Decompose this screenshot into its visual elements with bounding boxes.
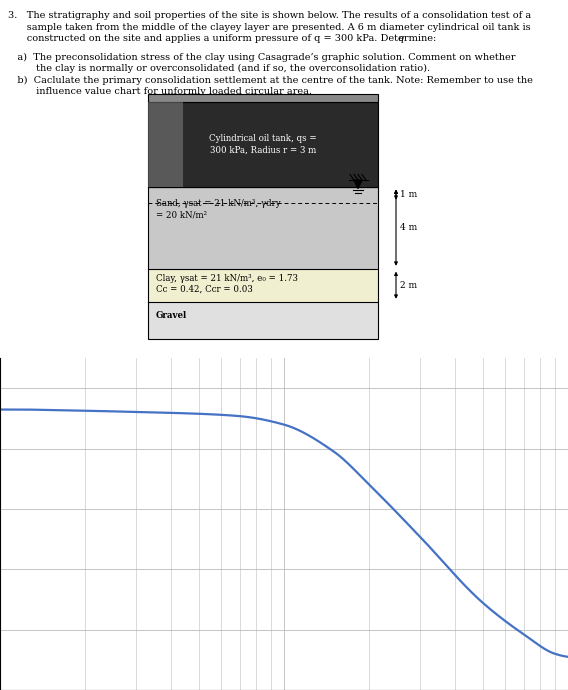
Bar: [148, 95, 378, 102]
Bar: [148, 187, 378, 268]
Text: influence value chart for unformly loaded circular area.: influence value chart for unformly loade…: [8, 87, 312, 96]
Text: 4 m: 4 m: [400, 223, 417, 233]
Text: q: q: [397, 34, 403, 43]
Text: = 20 kN/m²: = 20 kN/m²: [156, 210, 207, 219]
Text: b)  Caclulate the primary consolidation settlement at the centre of the tank. No: b) Caclulate the primary consolidation s…: [8, 75, 533, 85]
Text: 1 m: 1 m: [400, 190, 417, 199]
Bar: [148, 102, 182, 187]
Polygon shape: [354, 180, 362, 188]
Text: the clay is normally or overconsolidated (and if so, the overconsolidation ratio: the clay is normally or overconsolidated…: [8, 64, 430, 73]
Bar: [148, 302, 378, 339]
Bar: [148, 187, 378, 339]
Text: 300 kPa, Radius r = 3 m: 300 kPa, Radius r = 3 m: [210, 146, 316, 155]
Text: sample taken from the middle of the clayey layer are presented. A 6 m diameter c: sample taken from the middle of the clay…: [8, 23, 531, 32]
Text: a)  The preconsolidation stress of the clay using Casagrade’s graphic solution. : a) The preconsolidation stress of the cl…: [8, 53, 516, 62]
Bar: [148, 268, 378, 302]
Text: Cylindrical oil tank, qs =: Cylindrical oil tank, qs =: [209, 134, 317, 143]
Text: Gravel: Gravel: [156, 311, 187, 320]
Text: Cc = 0.42, Ccr = 0.03: Cc = 0.42, Ccr = 0.03: [156, 285, 253, 294]
Text: 2 m: 2 m: [400, 281, 417, 290]
Text: Sand, γsat = 21 kN/m³, γdry: Sand, γsat = 21 kN/m³, γdry: [156, 199, 281, 208]
Bar: [148, 102, 378, 187]
Text: constructed on the site and applies a uniform pressure of q = 300 kPa. Determine: constructed on the site and applies a un…: [8, 34, 436, 43]
Text: Clay, γsat = 21 kN/m³, e₀ = 1.73: Clay, γsat = 21 kN/m³, e₀ = 1.73: [156, 274, 298, 283]
Text: 3.   The stratigraphy and soil properties of the site is shown below. The result: 3. The stratigraphy and soil properties …: [8, 11, 531, 20]
